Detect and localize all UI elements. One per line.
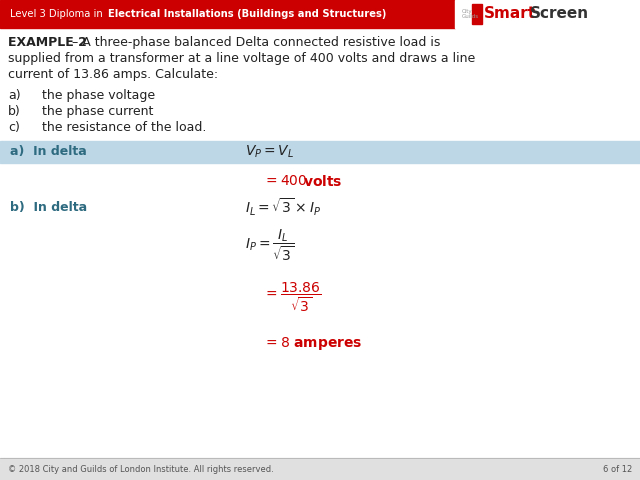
Text: $\mathbf{volts}$: $\mathbf{volts}$ <box>303 173 342 189</box>
Text: a)  In delta: a) In delta <box>10 145 87 158</box>
Text: supplied from a transformer at a line voltage of 400 volts and draws a line: supplied from a transformer at a line vo… <box>8 52 476 65</box>
Text: $I_P = \dfrac{I_L}{\sqrt{3}}$: $I_P = \dfrac{I_L}{\sqrt{3}}$ <box>245 227 294 263</box>
Bar <box>472 4 482 24</box>
Text: City: City <box>462 9 472 13</box>
Bar <box>0 141 640 163</box>
Text: the phase voltage: the phase voltage <box>42 89 155 102</box>
Bar <box>0 458 640 480</box>
Text: $= 8\ \mathbf{amperes}$: $= 8\ \mathbf{amperes}$ <box>263 335 362 351</box>
Bar <box>0 0 455 28</box>
Text: $V_P = V_L$: $V_P = V_L$ <box>245 144 294 160</box>
Text: Electrical Installations (Buildings and Structures): Electrical Installations (Buildings and … <box>108 9 387 19</box>
Text: a): a) <box>8 89 20 102</box>
Text: EXAMPLE 2: EXAMPLE 2 <box>8 36 87 49</box>
Text: Level 3 Diploma in: Level 3 Diploma in <box>10 9 106 19</box>
Text: c): c) <box>8 121 20 134</box>
Text: Screen: Screen <box>530 7 589 22</box>
Text: Guilds: Guilds <box>462 14 479 20</box>
Text: – A three-phase balanced Delta connected resistive load is: – A three-phase balanced Delta connected… <box>72 36 440 49</box>
Text: $I_L = \sqrt{3} \times I_P$: $I_L = \sqrt{3} \times I_P$ <box>245 196 321 217</box>
Text: © 2018 City and Guilds of London Institute. All rights reserved.: © 2018 City and Guilds of London Institu… <box>8 465 274 473</box>
Text: $= 400\ $: $= 400\ $ <box>263 174 307 188</box>
Bar <box>455 0 640 28</box>
Text: b): b) <box>8 105 20 118</box>
Text: Smart: Smart <box>484 7 536 22</box>
Text: the phase current: the phase current <box>42 105 154 118</box>
Text: $= \dfrac{13.86}{\sqrt{3}}$: $= \dfrac{13.86}{\sqrt{3}}$ <box>263 280 321 313</box>
Text: b)  In delta: b) In delta <box>10 201 87 214</box>
Text: current of 13.86 amps. Calculate:: current of 13.86 amps. Calculate: <box>8 68 218 81</box>
Text: 6 of 12: 6 of 12 <box>603 465 632 473</box>
Text: the resistance of the load.: the resistance of the load. <box>42 121 206 134</box>
